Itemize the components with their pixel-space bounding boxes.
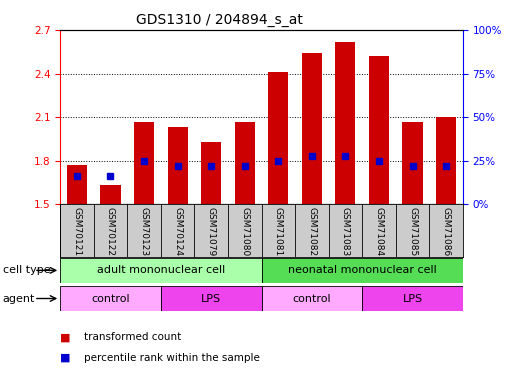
Bar: [302, 53, 322, 204]
Bar: [201, 142, 221, 204]
Text: agent: agent: [3, 294, 35, 303]
Text: GSM70124: GSM70124: [173, 207, 182, 256]
Text: GSM71082: GSM71082: [308, 207, 316, 256]
Text: ■: ■: [60, 353, 71, 363]
Bar: [268, 72, 288, 204]
Text: GSM70122: GSM70122: [106, 207, 115, 256]
Text: ■: ■: [60, 333, 71, 342]
Bar: [60, 258, 262, 283]
Text: adult mononuclear cell: adult mononuclear cell: [97, 266, 225, 275]
Text: cell type: cell type: [3, 266, 50, 275]
Bar: [161, 286, 262, 311]
Bar: [335, 42, 356, 204]
Text: transformed count: transformed count: [84, 333, 181, 342]
Text: GSM70123: GSM70123: [140, 207, 149, 256]
Text: GSM71079: GSM71079: [207, 207, 215, 256]
Text: control: control: [91, 294, 130, 303]
Text: GSM71083: GSM71083: [341, 207, 350, 256]
Bar: [167, 128, 188, 204]
Bar: [362, 286, 463, 311]
Text: GSM70121: GSM70121: [72, 207, 82, 256]
Bar: [60, 286, 161, 311]
Text: GDS1310 / 204894_s_at: GDS1310 / 204894_s_at: [136, 13, 303, 27]
Text: GSM71085: GSM71085: [408, 207, 417, 256]
Bar: [100, 186, 120, 204]
Text: GSM71084: GSM71084: [374, 207, 383, 256]
Text: GSM71080: GSM71080: [240, 207, 249, 256]
Text: LPS: LPS: [403, 294, 423, 303]
Text: LPS: LPS: [201, 294, 221, 303]
Bar: [262, 258, 463, 283]
Bar: [67, 165, 87, 204]
Text: GSM71086: GSM71086: [441, 207, 451, 256]
Text: control: control: [292, 294, 331, 303]
Bar: [134, 122, 154, 204]
Text: neonatal mononuclear cell: neonatal mononuclear cell: [288, 266, 437, 275]
Bar: [436, 117, 456, 204]
Bar: [403, 122, 423, 204]
Bar: [235, 122, 255, 204]
Bar: [369, 56, 389, 204]
Text: percentile rank within the sample: percentile rank within the sample: [84, 353, 259, 363]
Text: GSM71081: GSM71081: [274, 207, 283, 256]
Bar: [262, 286, 362, 311]
